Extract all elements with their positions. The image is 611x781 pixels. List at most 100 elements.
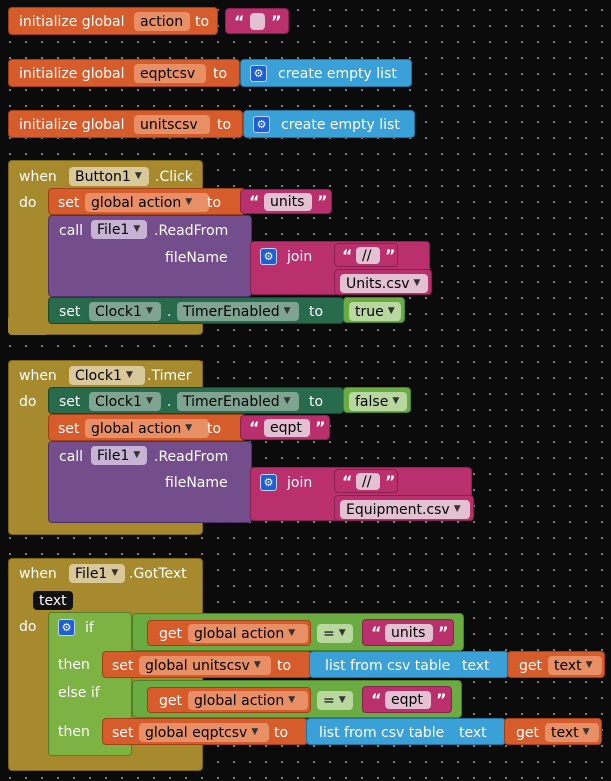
dropdown-arrow-icon: ▼	[251, 727, 259, 737]
compare-operator-dropdown[interactable]: = ▼	[317, 691, 353, 710]
event-name-label: .Click	[155, 169, 193, 185]
component-dropdown-file1[interactable]: File1 ▼	[69, 564, 125, 583]
to-label: to	[213, 66, 228, 82]
text-block-units[interactable]: “ units ”	[240, 189, 332, 214]
variable-dropdown[interactable]: text ▼	[548, 656, 602, 675]
variable-dropdown[interactable]: text ▼	[545, 723, 599, 742]
component-dropdown-file1[interactable]: File1 ▼	[91, 220, 147, 239]
event-name-label: .Timer	[147, 368, 192, 384]
get-global-action-block[interactable]: get global action ▼	[147, 687, 311, 713]
text-field[interactable]: //	[356, 473, 380, 490]
get-label: get	[516, 725, 539, 741]
list-from-csv-table-block[interactable]: list from csv table text	[309, 651, 509, 678]
text-dropdown-field[interactable]: Equipment.csv ▼	[340, 500, 470, 519]
global-name-field-action[interactable]: action	[134, 12, 190, 31]
create-empty-list-block[interactable]: ⚙ create empty list	[240, 59, 412, 87]
when-label: when	[19, 368, 57, 384]
text-block-slash[interactable]: “ // ”	[334, 243, 398, 267]
get-text-block[interactable]: get text ▼	[507, 651, 605, 678]
close-quote: ”	[385, 246, 396, 265]
list-from-csv-label: list from csv table	[325, 658, 451, 674]
component-dropdown-clock1[interactable]: Clock1 ▼	[69, 366, 145, 385]
operator: =	[323, 692, 335, 709]
boolean-dropdown[interactable]: false ▼	[349, 392, 407, 411]
init-global-eqptcsv-block[interactable]: initialize global eqptcsv to	[8, 59, 240, 87]
text-block-equipment-csv[interactable]: Equipment.csv ▼	[334, 495, 474, 521]
text-block-units[interactable]: “ units ”	[362, 619, 454, 646]
event-param-text[interactable]: text	[33, 591, 73, 610]
boolean-true-block[interactable]: true ▼	[343, 297, 405, 323]
component-dropdown-file1[interactable]: File1 ▼	[91, 446, 147, 465]
variable-dropdown[interactable]: global action ▼	[85, 419, 209, 438]
init-global-unitscsv-block[interactable]: initialize global unitscsv to	[8, 110, 243, 138]
empty-text-field[interactable]	[250, 13, 265, 30]
dropdown-arrow-icon: ▼	[453, 504, 461, 514]
global-name-field-unitscsv[interactable]: unitscsv	[134, 115, 210, 134]
property-name: TimerEnabled	[183, 303, 280, 320]
boolean-dropdown[interactable]: true ▼	[349, 302, 401, 321]
variable-dropdown[interactable]: global unitscsv ▼	[139, 656, 271, 675]
dropdown-arrow-icon: ▼	[134, 171, 142, 181]
gear-icon[interactable]: ⚙	[250, 65, 267, 82]
set-global-action-block[interactable]: set global action ▼ to	[48, 414, 246, 441]
variable-dropdown[interactable]: global eqptcsv ▼	[139, 723, 269, 742]
gear-icon[interactable]: ⚙	[58, 619, 75, 636]
property-dropdown[interactable]: TimerEnabled ▼	[177, 302, 299, 321]
boolean-false-block[interactable]: false ▼	[343, 387, 411, 413]
dropdown-arrow-icon: ▼	[413, 278, 421, 288]
call-file1-readfrom-block[interactable]: call File1 ▼ .ReadFrom fileName	[48, 441, 252, 523]
set-label: set	[112, 658, 134, 674]
dropdown-arrow-icon: ▼	[111, 568, 119, 578]
text-dropdown-field[interactable]: Units.csv ▼	[340, 274, 428, 293]
gear-icon[interactable]: ⚙	[253, 116, 270, 133]
text-block-units-csv[interactable]: Units.csv ▼	[334, 269, 432, 295]
text-field[interactable]: units	[385, 624, 433, 642]
component-dropdown-button1[interactable]: Button1 ▼	[69, 167, 149, 186]
text-block-slash[interactable]: “ // ”	[334, 469, 398, 493]
text-field[interactable]: //	[356, 247, 380, 264]
to-label: to	[207, 421, 222, 437]
call-file1-readfrom-block[interactable]: call File1 ▼ .ReadFrom fileName	[48, 215, 252, 297]
gear-icon[interactable]: ⚙	[260, 248, 277, 265]
compare-operator-dropdown[interactable]: = ▼	[317, 624, 353, 643]
create-empty-list-label: create empty list	[278, 66, 397, 82]
variable-dropdown[interactable]: global action ▼	[188, 691, 308, 710]
variable-dropdown[interactable]: global action ▼	[188, 624, 308, 643]
dot-label: .	[167, 394, 172, 410]
list-from-csv-table-block[interactable]: list from csv table text	[306, 718, 506, 745]
component-dropdown-clock1[interactable]: Clock1 ▼	[89, 392, 161, 411]
gear-icon[interactable]: ⚙	[260, 474, 277, 491]
join-label: join	[287, 249, 313, 265]
text-block-eqpt[interactable]: “ eqpt ”	[240, 415, 330, 440]
dropdown-arrow-icon: ▼	[338, 628, 346, 638]
text-field[interactable]: eqpt	[264, 419, 310, 437]
get-label: get	[159, 626, 182, 642]
variable-dropdown[interactable]: global action ▼	[85, 193, 209, 212]
text-field[interactable]: eqpt	[385, 691, 431, 709]
component-name: Clock1	[75, 367, 122, 384]
to-label: to	[217, 117, 232, 133]
close-quote: ”	[317, 192, 328, 211]
property-dropdown[interactable]: TimerEnabled ▼	[177, 392, 299, 411]
text-field[interactable]: units	[264, 193, 312, 211]
set-global-action-block[interactable]: set global action ▼ to	[48, 188, 246, 215]
init-global-action-block[interactable]: initialize global action to	[8, 7, 218, 35]
dropdown-arrow-icon: ▼	[145, 396, 153, 406]
to-label: to	[309, 394, 324, 410]
dropdown-arrow-icon: ▼	[185, 197, 193, 207]
empty-text-block[interactable]: “ ”	[225, 8, 289, 34]
variable-name: global unitscsv	[145, 657, 250, 674]
text-block-eqpt[interactable]: “ eqpt ”	[362, 686, 452, 713]
set-global-eqptcsv-block[interactable]: set global eqptcsv ▼ to	[102, 718, 308, 745]
global-name-field-eqptcsv[interactable]: eqptcsv	[134, 64, 206, 83]
get-text-block[interactable]: get text ▼	[504, 718, 602, 745]
component-dropdown-clock1[interactable]: Clock1 ▼	[89, 302, 161, 321]
set-clock1-timerenabled-block[interactable]: set Clock1 ▼ . TimerEnabled ▼ to	[48, 297, 344, 324]
get-global-action-block[interactable]: get global action ▼	[147, 620, 311, 646]
set-global-unitscsv-block[interactable]: set global unitscsv ▼ to	[102, 651, 312, 678]
create-empty-list-block[interactable]: ⚙ create empty list	[243, 110, 415, 138]
component-name: File1	[75, 565, 108, 582]
set-clock1-timerenabled-block[interactable]: set Clock1 ▼ . TimerEnabled ▼ to	[48, 387, 344, 414]
dropdown-arrow-icon: ▼	[185, 423, 193, 433]
component-name: Clock1	[95, 393, 142, 410]
